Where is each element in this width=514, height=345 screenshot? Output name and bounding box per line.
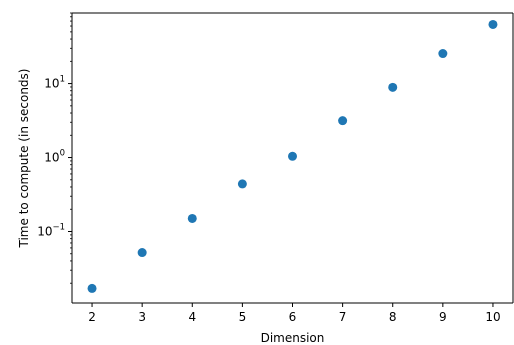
data-point xyxy=(338,116,348,126)
data-point xyxy=(87,283,97,293)
y-tick-label: 101 xyxy=(44,75,65,91)
y-tick-label: 10−1 xyxy=(37,223,65,239)
data-point xyxy=(137,248,147,258)
x-tick-label: 2 xyxy=(88,310,96,324)
x-tick-label: 7 xyxy=(339,310,347,324)
data-points xyxy=(87,19,498,293)
x-tick-label: 9 xyxy=(439,310,447,324)
x-tick-label: 3 xyxy=(138,310,146,324)
data-point xyxy=(237,179,247,189)
x-tick-label: 6 xyxy=(289,310,297,324)
data-point xyxy=(288,151,297,161)
data-point xyxy=(438,49,448,59)
data-point xyxy=(388,82,398,92)
data-point xyxy=(488,19,498,29)
y-axis-label: Time to compute (in seconds) xyxy=(17,69,31,249)
y-tick-label: 100 xyxy=(44,149,65,165)
axes: 2 3 4 5 6 7 8 9 10 10−1 100 101 xyxy=(37,12,514,324)
x-tick-label: 5 xyxy=(239,310,247,324)
data-point xyxy=(187,213,197,223)
x-axis-label: Dimension xyxy=(261,331,325,345)
x-tick-label: 10 xyxy=(485,310,500,324)
x-tick-label: 8 xyxy=(389,310,397,324)
x-tick-label: 4 xyxy=(188,310,196,324)
